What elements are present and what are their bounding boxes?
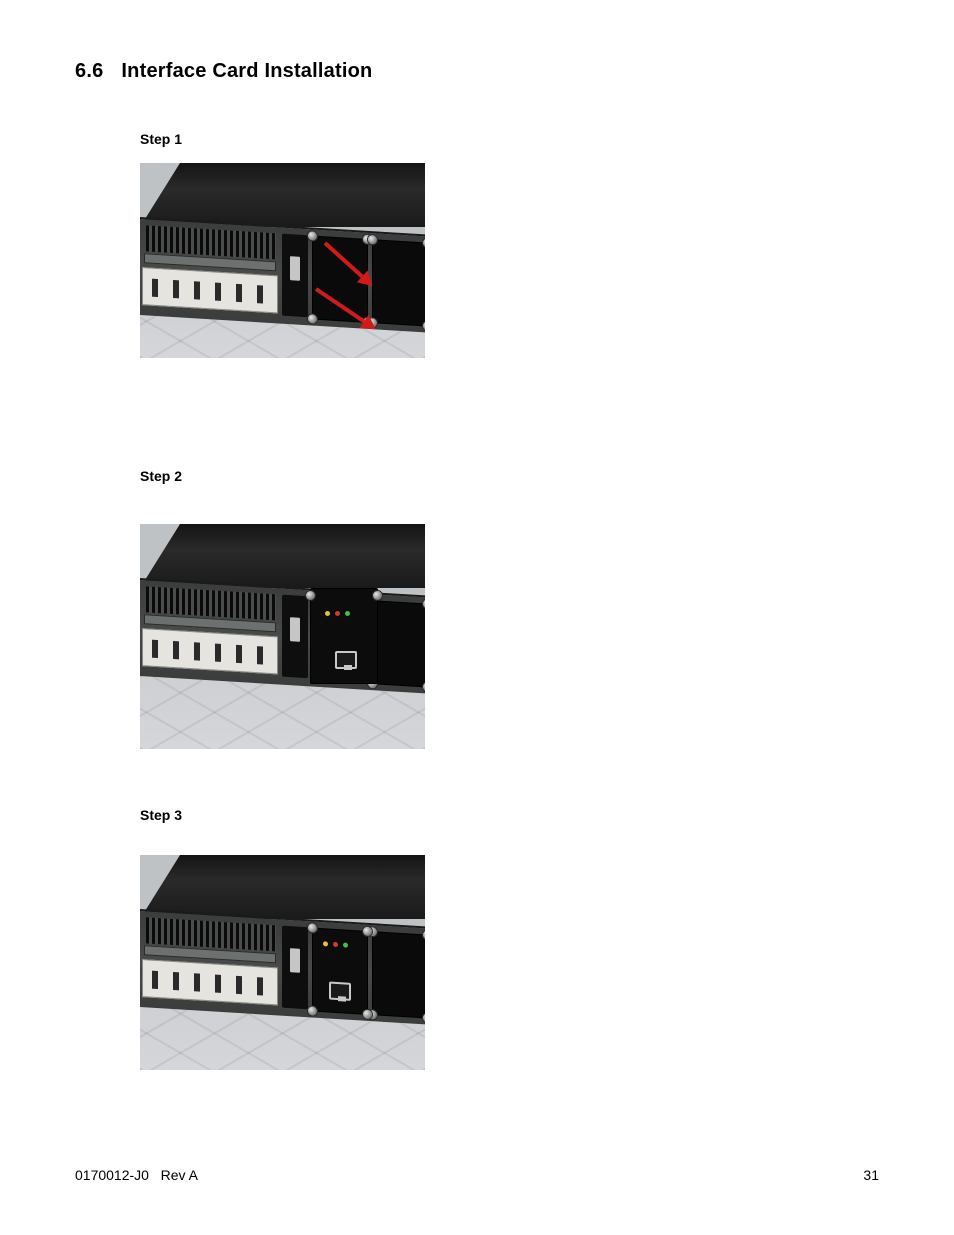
led-icon (323, 941, 328, 946)
led-icon (345, 611, 350, 616)
step-2-photo (140, 524, 425, 749)
step-3-label: Step 3 (140, 807, 879, 823)
led-icon (343, 942, 348, 947)
step-2-label: Step 2 (140, 468, 879, 484)
page-number: 31 (863, 1167, 879, 1183)
step-3-photo (140, 855, 425, 1070)
doc-revision: Rev A (161, 1167, 198, 1183)
doc-id: 0170012-J0 (75, 1167, 149, 1183)
footer-left: 0170012-J0 Rev A (75, 1167, 198, 1183)
section-number: 6.6 (75, 60, 103, 83)
section-heading: 6.6 Interface Card Installation (75, 60, 879, 83)
page-footer: 0170012-J0 Rev A 31 (75, 1167, 879, 1183)
step-3-block: Step 3 (140, 807, 879, 1070)
step-1-block: Step 1 (140, 131, 879, 358)
step-2-block: Step 2 (140, 468, 879, 749)
led-icon (325, 611, 330, 616)
interface-card (310, 588, 378, 684)
led-icon (335, 611, 340, 616)
interface-card (312, 928, 368, 1015)
rj45-port-icon (335, 651, 357, 669)
step-1-label: Step 1 (140, 131, 879, 147)
section-title: Interface Card Installation (121, 60, 372, 82)
led-icon (333, 942, 338, 947)
rj45-port-icon (329, 982, 351, 1001)
step-1-photo (140, 163, 425, 358)
